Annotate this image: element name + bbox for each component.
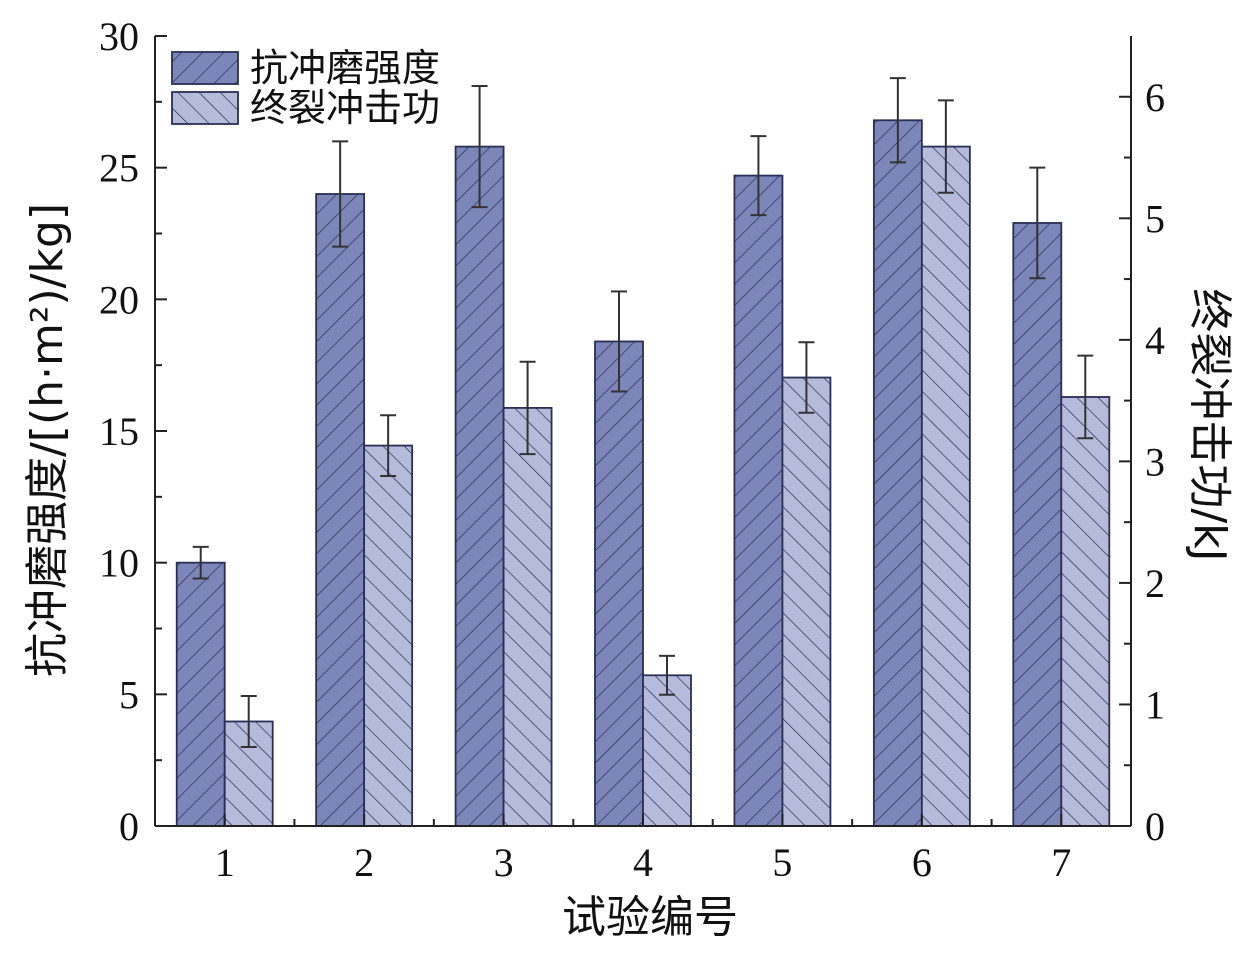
right-axis-title: 终裂冲击功/kJ: [1184, 288, 1235, 561]
bar-group: [872, 119, 923, 827]
right-tick-label: 1: [1145, 682, 1165, 727]
left-tick-label: 30: [99, 14, 139, 59]
bar-hatch: [642, 674, 692, 827]
x-tick-label: 6: [912, 840, 932, 885]
bar-group: [454, 145, 505, 827]
bar-hatch: [454, 145, 505, 827]
x-axis-title: 试验编号: [562, 892, 738, 943]
x-tick-label: 1: [215, 840, 235, 885]
bar-group: [315, 193, 366, 827]
bar-group: [920, 145, 971, 827]
bar-group: [733, 174, 784, 827]
x-tick-label: 5: [772, 840, 792, 885]
bar-hatch: [1060, 396, 1111, 827]
legend-label: 终裂冲击功: [250, 86, 440, 130]
bar-group: [363, 444, 414, 827]
right-tick-label: 3: [1145, 439, 1165, 484]
x-tick-label: 4: [633, 840, 653, 885]
left-axis-title: 抗冲磨强度/[(h·m²)/kg]: [22, 203, 73, 677]
left-tick-label: 20: [99, 277, 139, 322]
bar-hatch: [315, 193, 366, 827]
right-tick-label: 6: [1145, 75, 1165, 120]
bar-hatch: [781, 376, 832, 827]
bar-hatch: [733, 174, 784, 827]
x-tick-label: 3: [494, 840, 514, 885]
bar-group: [781, 376, 832, 827]
right-tick-label: 5: [1145, 196, 1165, 241]
left-tick-label: 0: [119, 804, 139, 849]
bar-hatch: [502, 407, 553, 827]
bar-hatch: [920, 145, 971, 827]
left-tick-label: 25: [99, 146, 139, 191]
left-tick-label: 10: [99, 541, 139, 586]
bar-hatch: [594, 340, 644, 827]
bar-group: [175, 561, 226, 827]
legend-label: 抗冲磨强度: [250, 46, 440, 90]
x-tick-label: 7: [1051, 840, 1071, 885]
right-tick-label: 2: [1145, 561, 1165, 606]
legend-swatch-hatch: [171, 51, 239, 85]
bar-group: [642, 674, 692, 827]
bar-hatch: [872, 119, 923, 827]
right-tick-label: 4: [1145, 318, 1165, 363]
bar-group: [502, 407, 553, 827]
right-tick-label: 0: [1145, 804, 1165, 849]
bar-hatch: [363, 444, 414, 827]
left-tick-label: 15: [99, 409, 139, 454]
bar-group: [1060, 396, 1111, 827]
legend-swatch-hatch: [171, 91, 239, 125]
bar-hatch: [175, 561, 226, 827]
left-tick-label: 5: [119, 672, 139, 717]
x-tick-label: 2: [354, 840, 374, 885]
bar-hatch: [1012, 222, 1063, 827]
bar-group: [1012, 222, 1063, 827]
bar-group: [594, 340, 644, 827]
